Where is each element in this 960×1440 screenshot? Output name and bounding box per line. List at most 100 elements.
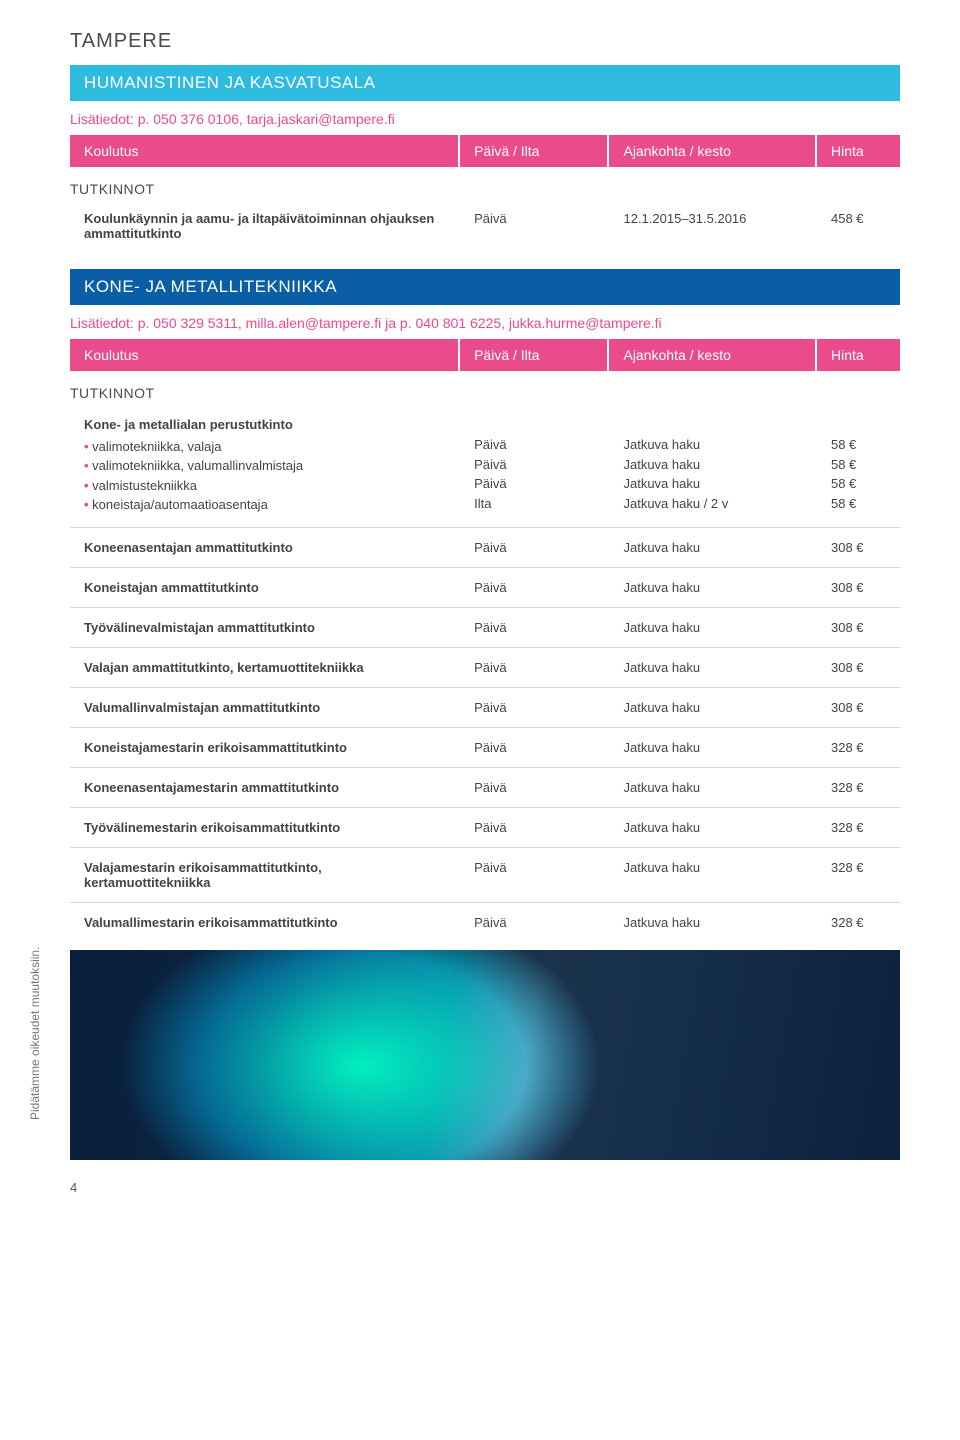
cell-time: Päivä <box>460 616 609 639</box>
cell-line: Ilta <box>474 494 595 514</box>
category-banner-kone: KONE- JA METALLITEKNIIKKA <box>70 269 900 305</box>
cell-course: Valumallimestarin erikoisammattitutkinto <box>70 911 460 934</box>
cell-time: Päivä <box>460 816 609 839</box>
bullet-item: valimotekniikka, valumallinvalmistaja <box>84 456 446 476</box>
cell-course: Koneistajamestarin erikoisammattitutkint… <box>70 736 460 759</box>
cell-line: 58 € <box>831 474 886 494</box>
cell-time: Päivä <box>460 576 609 599</box>
cell-time: Päivä <box>460 736 609 759</box>
cell-time: Päivä <box>460 856 609 894</box>
table-row: Koneistajamestarin erikoisammattitutkint… <box>70 736 900 759</box>
cell-time: Päivä <box>460 911 609 934</box>
row-divider <box>70 567 900 568</box>
th-time: Päivä / Ilta <box>460 339 609 371</box>
row-divider <box>70 647 900 648</box>
cell-course: Koulunkäynnin ja aamu- ja iltapäivätoimi… <box>70 207 460 245</box>
cell-price: 328 € <box>817 736 900 759</box>
table-row: Valajan ammattitutkinto, kertamuottitekn… <box>70 656 900 679</box>
cell-price: 308 € <box>817 536 900 559</box>
cell-time: Päivä <box>460 536 609 559</box>
cell-period: Jatkuva haku <box>609 856 817 894</box>
category-banner-humanistinen: HUMANISTINEN JA KASVATUSALA <box>70 65 900 101</box>
cell-line: Jatkuva haku <box>623 474 803 494</box>
cell-period: Jatkuva haku <box>609 696 817 719</box>
bullet-list: valimotekniikka, valaja valimotekniikka,… <box>84 437 446 515</box>
subheading-tutkinnot-2: TUTKINNOT <box>70 385 900 401</box>
cell-line: Päivä <box>474 455 595 475</box>
table-row: Koneenasentajamestarin ammattitutkintoPä… <box>70 776 900 799</box>
row-divider <box>70 727 900 728</box>
bullet-item: koneistaja/automaatioasentaja <box>84 495 446 515</box>
table-row: Työvälinevalmistajan ammattitutkintoPäiv… <box>70 616 900 639</box>
cell-price: 308 € <box>817 696 900 719</box>
cell-price: 308 € <box>817 576 900 599</box>
th-price: Hinta <box>817 339 900 371</box>
cell-period: Jatkuva haku <box>609 616 817 639</box>
cell-period: Jatkuva haku <box>609 776 817 799</box>
table-row: Valumallinvalmistajan ammattitutkintoPäi… <box>70 696 900 719</box>
cell-period: 12.1.2015–31.5.2016 <box>609 207 817 245</box>
cell-course: Työvälinemestarin erikoisammattitutkinto <box>70 816 460 839</box>
table-row: Koneenasentajan ammattitutkintoPäiväJatk… <box>70 536 900 559</box>
cell-period: Jatkuva haku <box>609 536 817 559</box>
table-row: Koulunkäynnin ja aamu- ja iltapäivätoimi… <box>70 207 900 245</box>
cell-course: Valajan ammattitutkinto, kertamuottitekn… <box>70 656 460 679</box>
cell-line: Päivä <box>474 474 595 494</box>
cell-price: 328 € <box>817 816 900 839</box>
th-time: Päivä / Ilta <box>460 135 609 167</box>
bullet-item: valimotekniikka, valaja <box>84 437 446 457</box>
sidebar-disclaimer: Pidätämme oikeudet muutoksiin. <box>28 947 42 1120</box>
table-header-2: Koulutus Päivä / Ilta Ajankohta / kesto … <box>70 339 900 371</box>
page-number: 4 <box>70 1180 900 1195</box>
row-divider <box>70 607 900 608</box>
table-row-multi: Kone- ja metallialan perustutkinto valim… <box>70 411 900 519</box>
cell-time: Päivä <box>460 696 609 719</box>
cell-time: Päivä Päivä Päivä Ilta <box>460 411 609 519</box>
cell-period: Jatkuva haku <box>609 576 817 599</box>
cell-line: Jatkuva haku <box>623 455 803 475</box>
cell-course: Kone- ja metallialan perustutkinto valim… <box>70 411 460 519</box>
th-course: Koulutus <box>70 135 460 167</box>
row-divider <box>70 527 900 528</box>
cell-time: Päivä <box>460 207 609 245</box>
cell-course: Työvälinevalmistajan ammattitutkinto <box>70 616 460 639</box>
contact-info-2: Lisätiedot: p. 050 329 5311, milla.alen@… <box>70 315 900 331</box>
th-period: Ajankohta / kesto <box>609 339 817 371</box>
cell-line: Jatkuva haku / 2 v <box>623 494 803 514</box>
th-period: Ajankohta / kesto <box>609 135 817 167</box>
cell-line: Jatkuva haku <box>623 435 803 455</box>
cell-line: 58 € <box>831 494 886 514</box>
cell-price: 308 € <box>817 656 900 679</box>
cell-period: Jatkuva haku <box>609 736 817 759</box>
cell-price: 458 € <box>817 207 900 245</box>
cell-period: Jatkuva haku Jatkuva haku Jatkuva haku J… <box>609 411 817 519</box>
multi-row-title: Kone- ja metallialan perustutkinto <box>84 415 446 435</box>
row-divider <box>70 902 900 903</box>
bullet-item: valmistustekniikka <box>84 476 446 496</box>
cell-price: 328 € <box>817 856 900 894</box>
table-row: Koneistajan ammattitutkintoPäiväJatkuva … <box>70 576 900 599</box>
cell-course: Koneistajan ammattitutkinto <box>70 576 460 599</box>
contact-info-1: Lisätiedot: p. 050 376 0106, tarja.jaska… <box>70 111 900 127</box>
table-row: Valajamestarin erikoisammattitutkinto, k… <box>70 856 900 894</box>
cell-course: Koneenasentajan ammattitutkinto <box>70 536 460 559</box>
row-divider <box>70 767 900 768</box>
row-divider <box>70 687 900 688</box>
table-header-1: Koulutus Päivä / Ilta Ajankohta / kesto … <box>70 135 900 167</box>
subheading-tutkinnot-1: TUTKINNOT <box>70 181 900 197</box>
cell-price: 308 € <box>817 616 900 639</box>
cell-time: Päivä <box>460 776 609 799</box>
cell-period: Jatkuva haku <box>609 816 817 839</box>
cell-time: Päivä <box>460 656 609 679</box>
row-divider <box>70 807 900 808</box>
welding-photo <box>70 950 900 1160</box>
table-row: Valumallimestarin erikoisammattitutkinto… <box>70 911 900 934</box>
cell-period: Jatkuva haku <box>609 911 817 934</box>
cell-period: Jatkuva haku <box>609 656 817 679</box>
cell-line: Päivä <box>474 435 595 455</box>
cell-price: 328 € <box>817 776 900 799</box>
cell-line: 58 € <box>831 435 886 455</box>
table-row: Työvälinemestarin erikoisammattitutkinto… <box>70 816 900 839</box>
location-heading: TAMPERE <box>70 30 900 53</box>
th-course: Koulutus <box>70 339 460 371</box>
